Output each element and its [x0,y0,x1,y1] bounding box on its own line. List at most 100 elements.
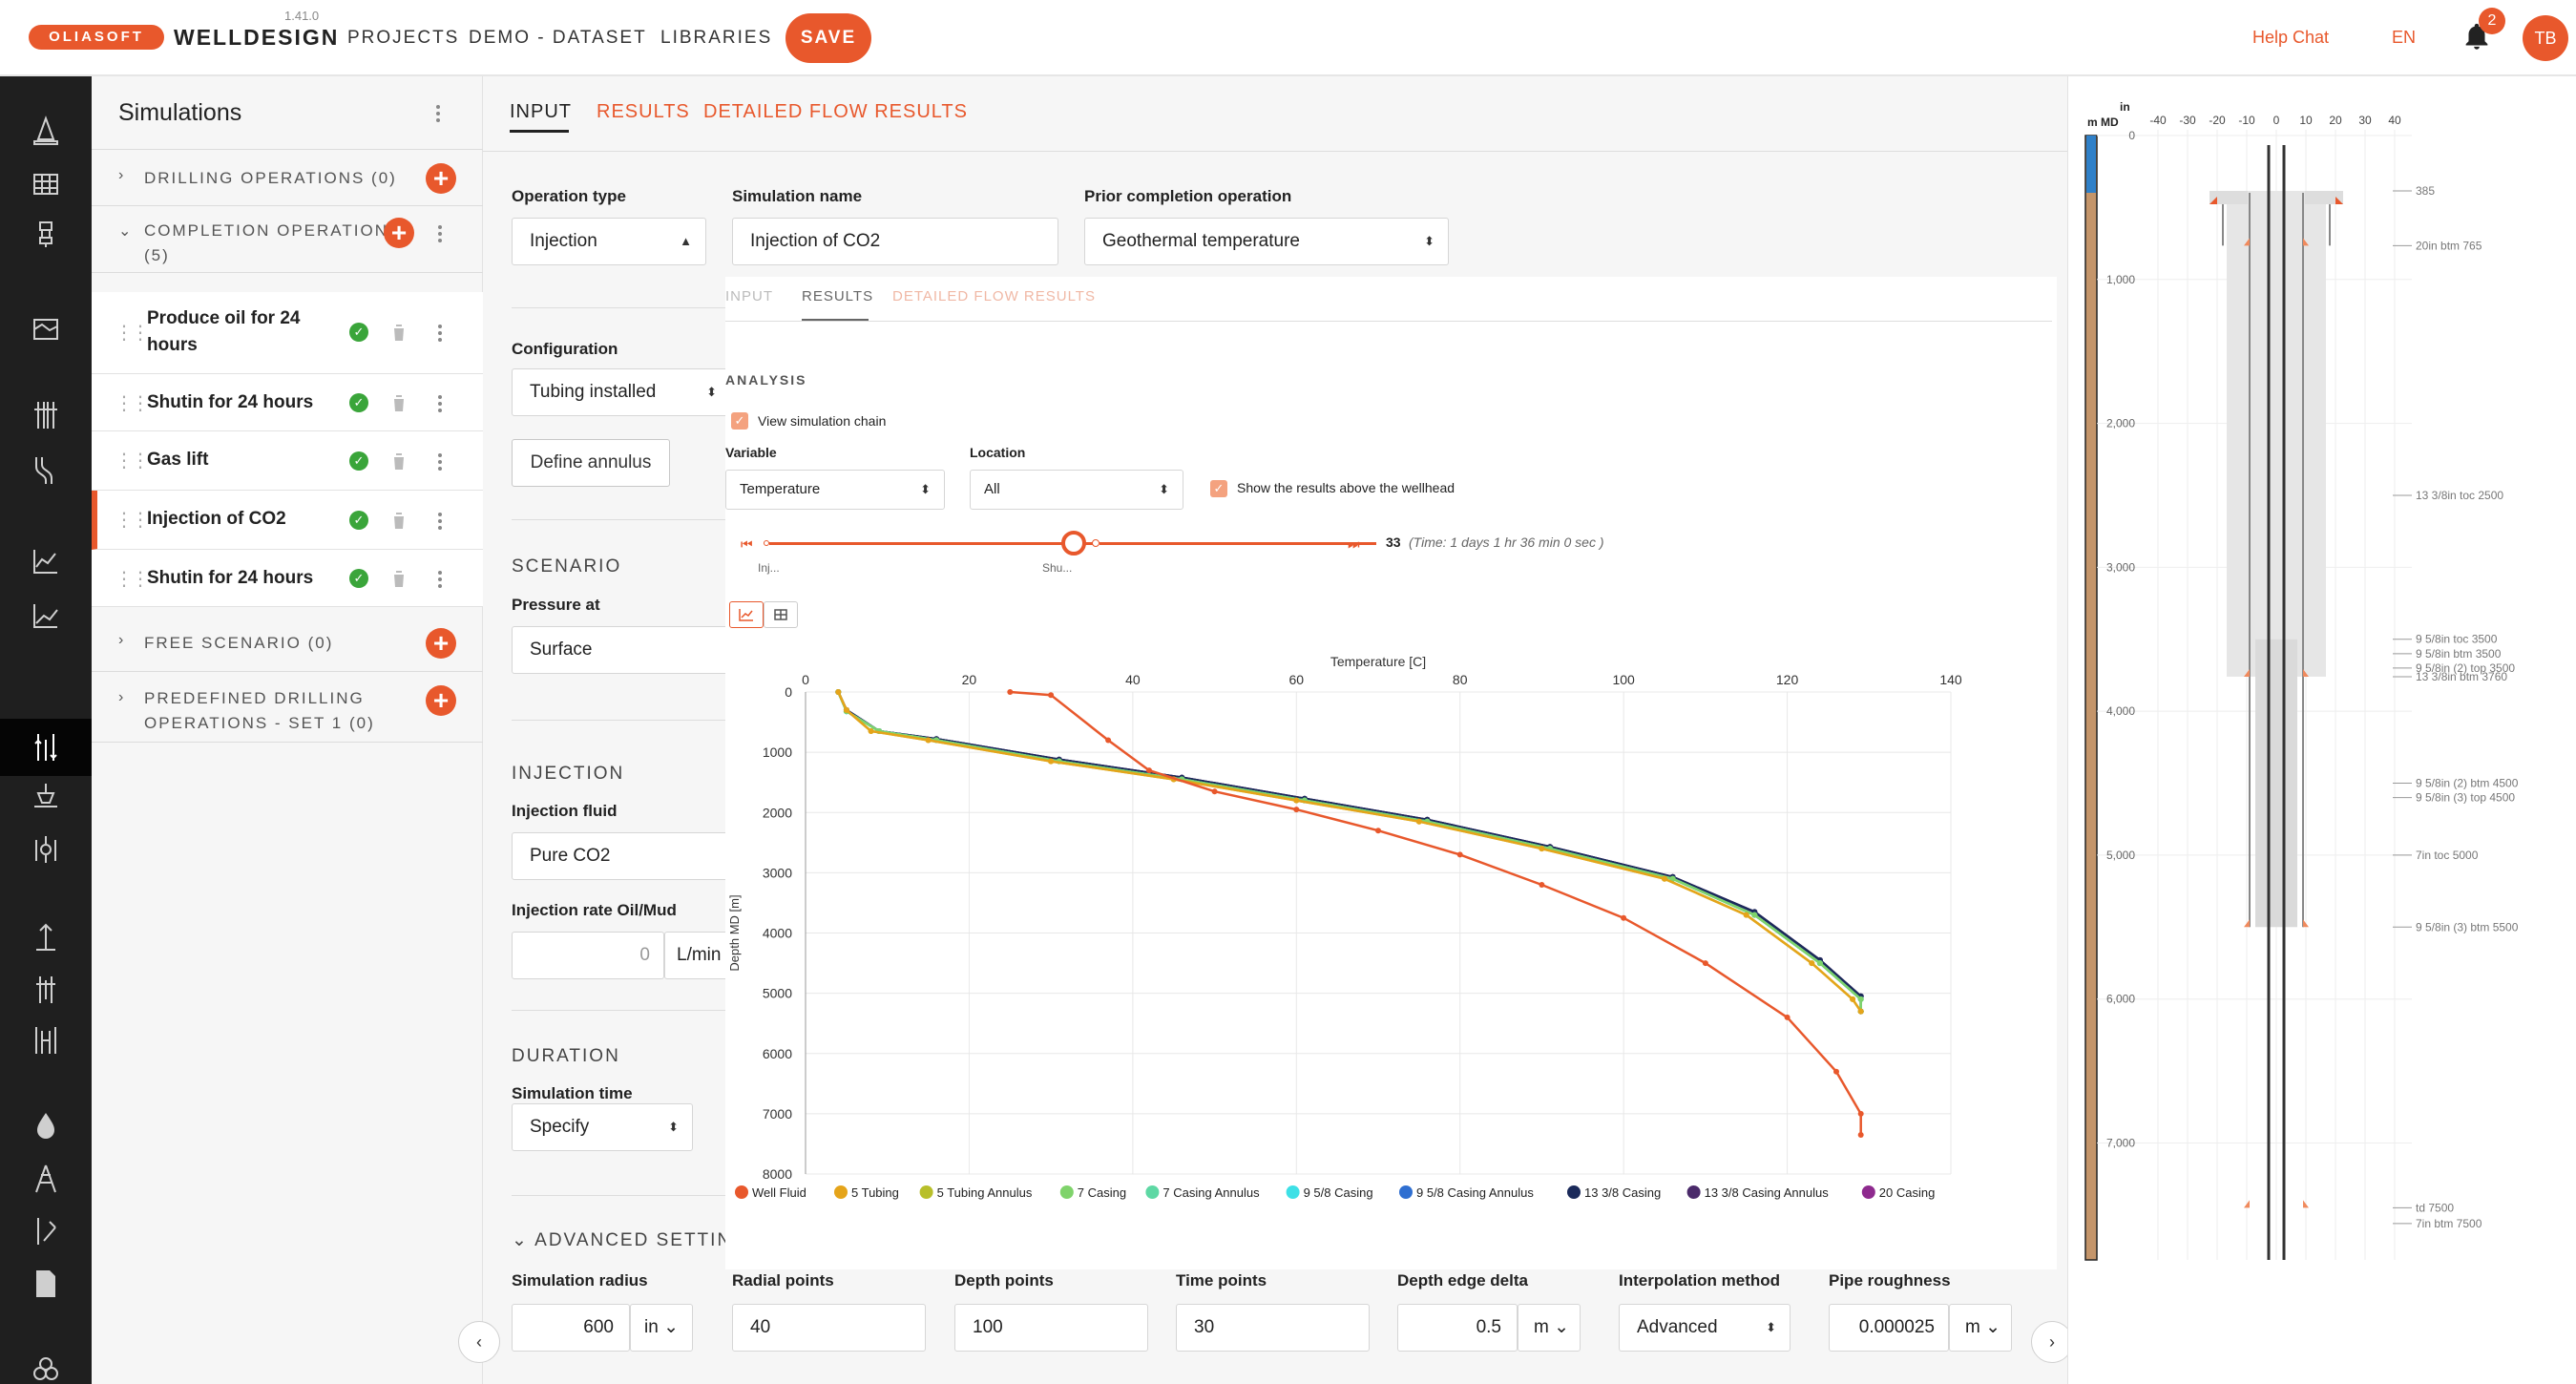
collapse-left-button[interactable]: ‹ [458,1321,500,1363]
subtab-divider [725,321,2052,322]
chevron-right-icon: › [118,167,124,183]
slider-handle[interactable] [1061,531,1086,556]
data-point [1048,692,1055,699]
define-annulus-button[interactable]: Define annulus [512,439,670,487]
add-completion-operation-button[interactable]: + [384,218,414,248]
trend-chart-icon[interactable] [27,597,65,635]
item-menu-icon[interactable] [437,451,443,472]
list-item[interactable]: ⋮⋮ Shutin for 24 hours ✓ [92,550,483,607]
drag-handle-icon[interactable]: ⋮⋮ [115,451,150,472]
simulations-menu-icon[interactable] [435,103,441,124]
depth-edge-unit[interactable]: m ⌄ [1518,1304,1581,1352]
tab-input[interactable]: INPUT [510,101,572,122]
section-completion-operations[interactable]: ⌄ COMPLETION OPERATIONS (5) + [92,206,483,273]
completion-string-icon[interactable] [27,971,65,1009]
subtab-input[interactable]: INPUT [725,288,773,304]
settings-cluster-icon[interactable] [27,1351,65,1384]
formation-icon[interactable] [27,310,65,348]
section-free-scenario[interactable]: › FREE SCENARIO (0) + [92,613,483,672]
list-item[interactable]: ⋮⋮ Produce oil for 24 hours ✓ [92,292,483,374]
line-chart-icon[interactable] [27,542,65,580]
subtab-results[interactable]: RESULTS [802,288,874,304]
skip-start-icon[interactable]: ⏮ [741,536,753,552]
trajectory-icon[interactable] [27,451,65,490]
subtab-detailed[interactable]: DETAILED FLOW RESULTS [892,288,1096,304]
nav-demo-dataset[interactable]: DEMO - DATASET [469,28,647,48]
injection-fluid-select[interactable]: Pure CO2 [512,832,731,880]
trash-icon[interactable] [390,323,408,342]
barrier-icon[interactable] [27,1021,65,1059]
document-well-icon[interactable] [27,1265,65,1303]
oliasoft-logo[interactable]: OLIASOFT [29,25,164,50]
injection-rate-input[interactable]: 0 [512,932,664,979]
skip-end-icon[interactable]: ⏭ [1348,536,1360,552]
pressure-at-select[interactable]: Surface [512,626,731,674]
section-drilling-operations[interactable]: › DRILLING OPERATIONS (0) + [92,149,483,206]
user-avatar[interactable]: TB [2523,15,2568,61]
pipe-upload-icon[interactable] [27,919,65,957]
simulations-icon[interactable] [27,728,65,766]
time-points-input[interactable]: 30 [1176,1304,1370,1352]
tab-results[interactable]: RESULTS [597,101,690,122]
depth-edge-input[interactable]: 0.5 [1397,1304,1518,1352]
drag-handle-icon[interactable]: ⋮⋮ [115,393,150,414]
nav-libraries[interactable]: LIBRARIES [660,28,773,48]
section-predefined-drilling[interactable]: › PREDEFINED DRILLING OPERATIONS - SET 1… [92,672,483,743]
pipe-roughness-unit[interactable]: m ⌄ [1949,1304,2012,1352]
trash-icon[interactable] [390,511,408,530]
prior-operation-select[interactable]: Geothermal temperature ⬍ [1084,218,1449,265]
table-view-toggle[interactable] [764,601,798,628]
list-item[interactable]: ⋮⋮ Shutin for 24 hours ✓ [92,374,483,431]
list-item[interactable]: ⋮⋮ Gas lift ✓ [92,431,483,491]
location-select[interactable]: All ⬍ [970,470,1183,510]
help-chat-link[interactable]: Help Chat [2252,28,2330,47]
trash-icon[interactable] [390,569,408,588]
derrick-icon[interactable] [27,1160,65,1198]
depth-points-input[interactable]: 100 [954,1304,1148,1352]
simulation-time-select[interactable]: Specify ⬍ [512,1103,693,1151]
language-selector[interactable]: EN [2392,28,2417,47]
tool-string-icon[interactable] [27,215,65,253]
view-chain-checkbox[interactable]: ✓ [731,412,748,430]
fluid-drop-icon[interactable] [27,1107,65,1145]
chart-view-toggle[interactable] [729,601,764,628]
drag-handle-icon[interactable]: ⋮⋮ [115,569,150,590]
advanced-settings-title[interactable]: ⌄ ADVANCED SETTINGS [512,1230,763,1250]
item-menu-icon[interactable] [437,393,443,414]
save-button[interactable]: SAVE [785,13,871,63]
simulation-name-input[interactable]: Injection of CO2 [732,218,1058,265]
grid-icon[interactable] [27,165,65,203]
item-menu-icon[interactable] [437,323,443,344]
item-menu-icon[interactable] [437,569,443,590]
add-drilling-operation-button[interactable]: + [426,163,456,194]
list-item-active[interactable]: ⋮⋮ Injection of CO2 ✓ [92,491,483,550]
radial-points-input[interactable]: 40 [732,1304,926,1352]
show-above-checkbox[interactable]: ✓ [1210,480,1227,497]
table-icon [774,609,787,620]
configuration-select[interactable]: Tubing installed ⬍ [512,368,731,416]
rig-icon[interactable] [27,113,65,151]
add-predefined-button[interactable]: + [426,685,456,716]
wellpath-edit-icon[interactable] [27,1212,65,1250]
target-well-icon[interactable] [27,830,65,869]
section-label: PREDEFINED DRILLING [144,689,365,707]
casing-icon[interactable] [27,396,65,434]
trash-icon[interactable] [390,393,408,412]
simulation-radius-input[interactable]: 600 [512,1304,630,1352]
completion-menu-icon[interactable] [437,223,443,244]
injection-rate-unit[interactable]: L/min [664,932,731,979]
pipe-roughness-input[interactable]: 0.000025 [1829,1304,1949,1352]
add-free-scenario-button[interactable]: + [426,628,456,659]
item-menu-icon[interactable] [437,511,443,532]
wellhead-icon[interactable] [27,778,65,816]
trash-icon[interactable] [390,451,408,471]
drag-handle-icon[interactable]: ⋮⋮ [115,510,150,531]
interpolation-select[interactable]: Advanced ⬍ [1619,1304,1791,1352]
simulation-radius-unit[interactable]: in ⌄ [630,1304,693,1352]
variable-select[interactable]: Temperature ⬍ [725,470,945,510]
drag-handle-icon[interactable]: ⋮⋮ [115,323,150,344]
operation-type-select[interactable]: Injection ▲ [512,218,706,265]
nav-projects[interactable]: PROJECTS [347,28,460,48]
tab-detailed-flow-results[interactable]: DETAILED FLOW RESULTS [703,101,968,122]
data-point [1743,912,1749,918]
